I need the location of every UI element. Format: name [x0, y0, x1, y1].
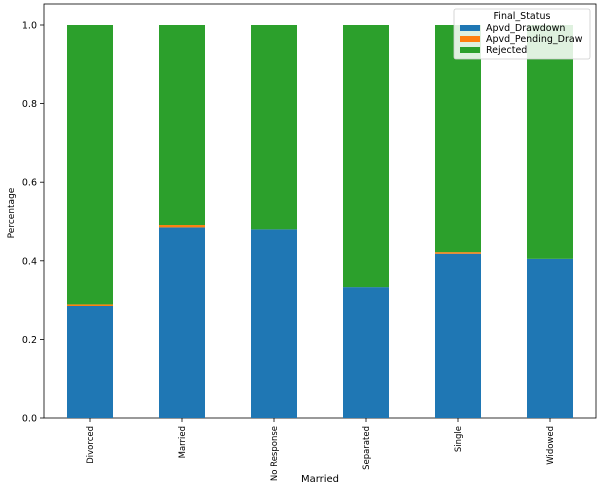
- legend-entry: Apvd_Drawdown: [486, 23, 565, 34]
- bar-no-response-apvd_drawdown: [251, 229, 297, 418]
- bar-no-response-rejected: [251, 25, 297, 230]
- y-tick-label: 0.8: [22, 99, 37, 110]
- x-tick-label: No Response: [270, 426, 280, 481]
- legend-entry: Rejected: [486, 45, 527, 56]
- bar-divorced-apvd_drawdown: [67, 305, 113, 418]
- bar-single-apvd_drawdown: [435, 253, 481, 418]
- y-axis-ticks: 0.0 0.2 0.4 0.6 0.8 1.0: [22, 21, 44, 425]
- bar-separated-rejected: [343, 25, 389, 288]
- y-axis-label: Percentage: [7, 187, 17, 238]
- bar-widowed-apvd_drawdown: [527, 258, 573, 418]
- y-tick-label: 0.4: [22, 256, 37, 267]
- legend-swatch: [460, 25, 480, 31]
- bar-widowed-rejected: [527, 25, 573, 259]
- bar-married-rejected: [159, 25, 205, 226]
- plot-frame: [43, 3, 597, 419]
- legend: Final_Status Apvd_DrawdownApvd_Pending_D…: [453, 8, 591, 60]
- x-tick-label: Separated: [362, 426, 372, 470]
- x-tick-label: Married: [178, 426, 188, 458]
- y-tick-label: 0.2: [22, 335, 37, 346]
- y-tick-label: 0.6: [22, 178, 37, 189]
- bar-divorced-apvd_pending_draw: [67, 304, 113, 306]
- bar-married-apvd_drawdown: [159, 227, 205, 418]
- y-tick-label: 0.0: [22, 414, 37, 425]
- plot-area: 0.0 0.2 0.4 0.6 0.8 1.0 Divorced Married No Res…: [22, 3, 597, 481]
- bar-separated-apvd_drawdown: [343, 287, 389, 418]
- legend-swatch: [460, 36, 480, 42]
- x-axis-ticks: Divorced Married No Response Separated Singl…: [86, 418, 556, 481]
- y-tick-label: 1.0: [22, 21, 37, 32]
- x-tick-label: Divorced: [86, 426, 96, 464]
- x-axis-label: Married: [301, 474, 339, 485]
- legend-entry: Apvd_Pending_Draw: [486, 34, 583, 45]
- legend-box: [453, 8, 591, 60]
- legend-title: Final_Status: [494, 11, 551, 22]
- x-tick-label: Single: [454, 426, 464, 452]
- bar-single-rejected: [435, 25, 481, 253]
- legend-swatch: [460, 47, 480, 53]
- x-tick-label: Widowed: [546, 426, 556, 465]
- bars-group: [67, 25, 573, 418]
- bar-divorced-rejected: [67, 25, 113, 305]
- bar-married-apvd_pending_draw: [159, 225, 205, 228]
- bar-single-apvd_pending_draw: [435, 252, 481, 254]
